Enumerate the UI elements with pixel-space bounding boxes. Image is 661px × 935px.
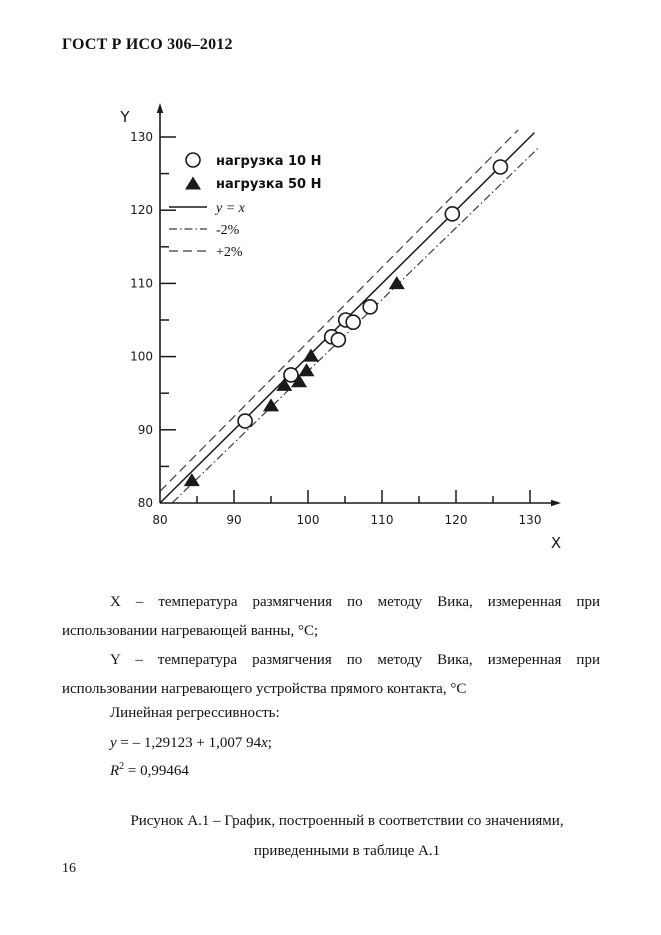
y-tick-label: 100 (130, 350, 153, 364)
figure-caption-line1: Рисунок А.1 – График, построенный в соот… (130, 813, 564, 829)
y-definition-line2: использовании нагревающего устройства пр… (62, 681, 467, 697)
r-squared-value: R2 = 0,99464 (110, 760, 189, 782)
data-point-triangle-50N (298, 363, 315, 377)
equation-var-y: y (110, 735, 117, 751)
x-tick-label: 110 (371, 513, 394, 527)
legend-circle-marker-icon (185, 152, 201, 168)
y-tick-label: 80 (138, 496, 153, 510)
x-tick-label: 90 (226, 513, 241, 527)
y-tick-label: 130 (130, 130, 153, 144)
r-symbol: R (110, 763, 120, 779)
reference-line-dashed (159, 129, 519, 492)
data-point-triangle-50N (276, 377, 293, 391)
x-definition-line2: использовании нагревающей ванны, °С; (62, 623, 319, 639)
x-tick-label: 120 (445, 513, 468, 527)
x-axis-arrow-icon (551, 499, 561, 507)
legend-label: -2% (216, 223, 240, 238)
data-point-circle-10N (283, 367, 299, 383)
r-squared-text: = 0,99464 (124, 763, 189, 779)
y-axis-label: Y (119, 108, 130, 126)
legend-label: нагрузка 50 Н (216, 177, 322, 192)
x-definition: X – температура размягчения по методу Ви… (62, 588, 600, 646)
y-definition: Y – температура размягчения по методу Ви… (62, 646, 600, 704)
y-tick-label: 120 (130, 203, 153, 217)
legend-label: y = x (214, 201, 246, 216)
data-point-circle-10N (444, 206, 461, 222)
equation-body: = – 1,29123 + 1,007 94 (116, 735, 262, 751)
y-axis-arrow-icon (156, 103, 164, 113)
y-definition-line1: Y – температура размягчения по методу Ви… (110, 652, 600, 668)
data-point-triangle-50N (291, 374, 308, 388)
equation-terminator: ; (267, 735, 272, 751)
x-definition-line1: X – температура размягчения по методу Ви… (110, 594, 600, 610)
y-tick-label: 90 (138, 423, 153, 437)
figure-caption: Рисунок А.1 – График, построенный в соот… (62, 806, 632, 866)
regression-label: Линейная регрессивность: (110, 705, 280, 721)
equation-var-x: x (261, 735, 268, 751)
data-point-triangle-50N (388, 276, 405, 290)
data-point-circle-10N (330, 331, 347, 348)
data-point-circle-10N (237, 413, 253, 429)
regression-equation: y = – 1,29123 + 1,007 94x; (110, 732, 272, 754)
figure-caption-line2: приведенными в таблице А.1 (253, 843, 441, 859)
x-tick-label: 80 (152, 513, 167, 527)
x-tick-label: 130 (519, 513, 542, 527)
data-point-circle-10N (345, 314, 361, 330)
r-exponent: 2 (119, 761, 125, 772)
data-point-triangle-50N (183, 473, 200, 487)
legend-label: +2% (216, 245, 243, 260)
page-number: 16 (62, 861, 76, 876)
data-point-triangle-50N (302, 348, 319, 362)
document-title: ГОСТ Р ИСО 306–2012 (62, 36, 233, 53)
data-point-circle-10N (362, 299, 378, 315)
legend-label: нагрузка 10 Н (216, 154, 322, 169)
x-axis-label: X (551, 534, 561, 552)
x-tick-label: 100 (297, 513, 320, 527)
legend-triangle-marker-icon (185, 176, 201, 190)
data-point-circle-10N (492, 159, 509, 175)
y-tick-label: 110 (130, 276, 153, 290)
data-point-triangle-50N (263, 398, 279, 412)
